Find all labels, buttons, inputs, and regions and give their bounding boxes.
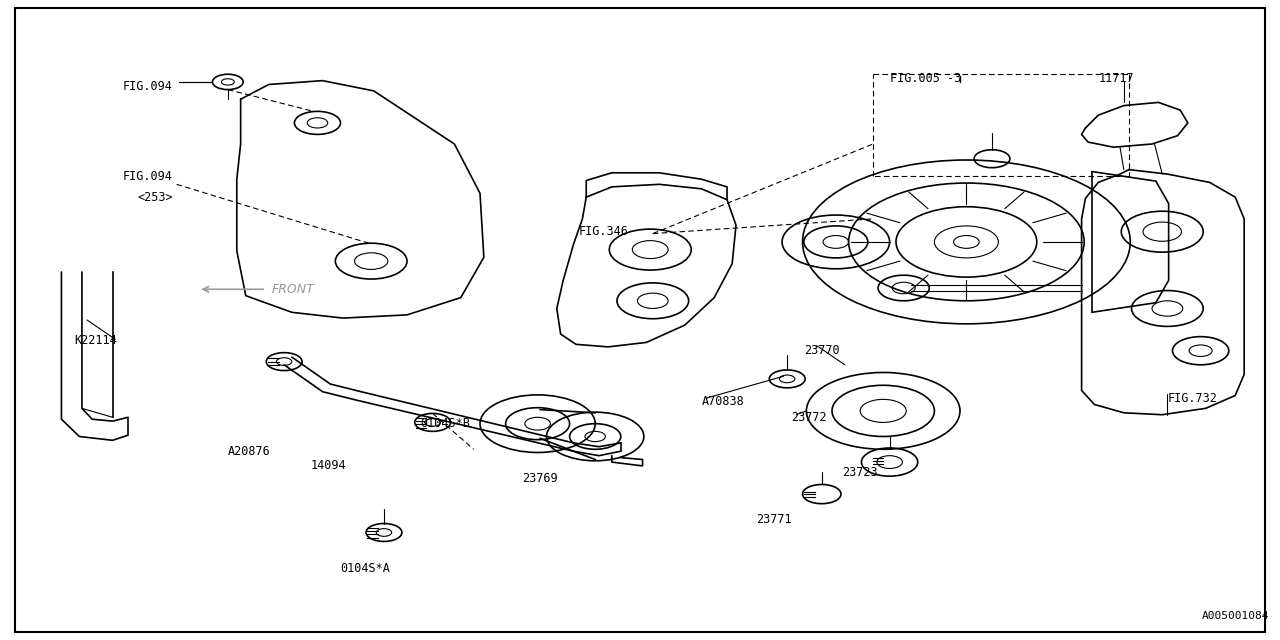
Text: 11717: 11717 <box>1098 72 1134 84</box>
Text: A20876: A20876 <box>228 445 270 458</box>
Text: FIG.346: FIG.346 <box>579 225 628 238</box>
Text: FIG.732: FIG.732 <box>1167 392 1217 404</box>
Text: A005001084: A005001084 <box>1202 611 1270 621</box>
Text: K22114: K22114 <box>74 334 116 347</box>
Text: 23723: 23723 <box>842 466 878 479</box>
Text: 23770: 23770 <box>804 344 840 357</box>
Text: 23769: 23769 <box>522 472 558 485</box>
Text: 23771: 23771 <box>756 513 792 526</box>
Text: 0104S*B: 0104S*B <box>420 417 470 430</box>
Text: 14094: 14094 <box>311 460 347 472</box>
Text: FIG.005 -3: FIG.005 -3 <box>890 72 961 84</box>
Text: A70838: A70838 <box>701 396 744 408</box>
Text: 23772: 23772 <box>791 411 827 424</box>
Text: 0104S*A: 0104S*A <box>340 562 389 575</box>
Text: FRONT: FRONT <box>271 283 314 296</box>
Text: <253>: <253> <box>137 191 173 204</box>
Text: FIG.094: FIG.094 <box>123 170 173 182</box>
Text: FIG.094: FIG.094 <box>123 80 173 93</box>
